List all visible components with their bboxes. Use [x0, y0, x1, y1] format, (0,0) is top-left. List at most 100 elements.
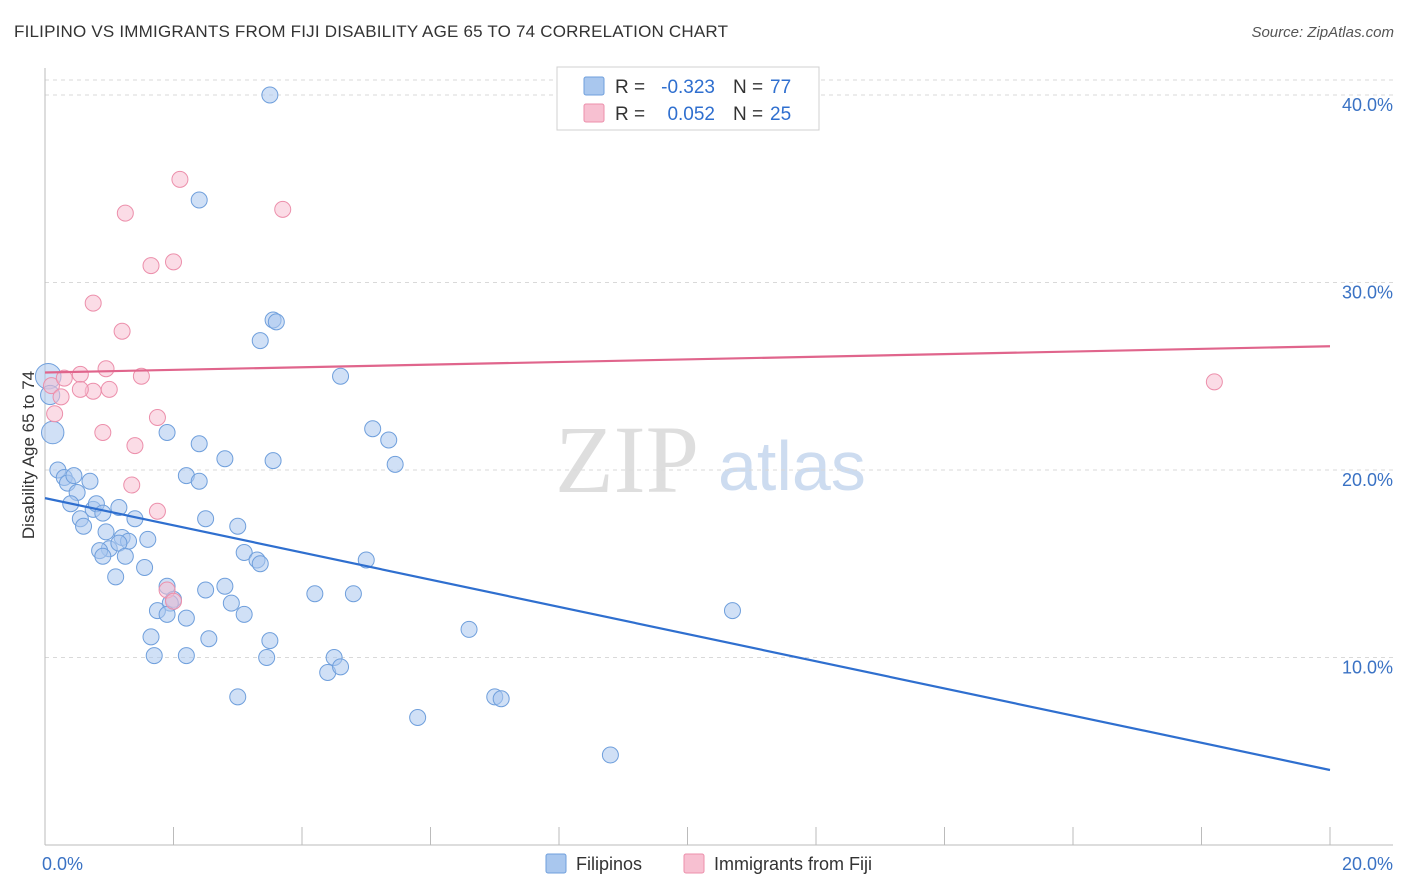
filipinos-point	[97, 523, 115, 541]
legend-n-value-2: 25	[770, 104, 791, 125]
filipinos-point	[229, 688, 247, 706]
filipinos-point	[200, 630, 218, 648]
filipinos-point	[139, 530, 157, 548]
filipinos-point	[94, 547, 112, 565]
filipinos-point	[251, 332, 269, 350]
bottom-legend-fiji: Immigrants from Fiji	[714, 854, 872, 874]
fiji-point	[42, 377, 60, 395]
watermark-atlas: atlas	[718, 427, 866, 505]
filipinos-point	[251, 555, 269, 573]
fiji-point	[100, 380, 118, 398]
filipinos-point	[723, 602, 741, 620]
legend-n-label-2: N =	[733, 104, 763, 125]
fiji-point	[123, 476, 141, 494]
fiji-point	[94, 424, 112, 441]
y-tick-label: 20.0%	[1342, 470, 1393, 490]
filipinos-point	[190, 191, 208, 209]
fiji-point	[148, 409, 166, 426]
filipinos-point	[258, 649, 276, 666]
filipinos-points	[34, 86, 741, 764]
fiji-point	[132, 367, 150, 385]
filipinos-point	[197, 581, 215, 599]
fiji-point	[46, 405, 64, 423]
legend-r-label-1: R =	[615, 77, 645, 98]
fiji-point	[165, 592, 182, 610]
fiji-point	[71, 380, 89, 398]
filipinos-point	[41, 420, 65, 445]
filipinos-point	[190, 472, 208, 490]
filipinos-point	[81, 472, 99, 490]
filipinos-trend-line	[44, 497, 1331, 772]
filipinos-point	[386, 455, 404, 473]
legend-r-value-1: -0.323	[661, 77, 715, 98]
legend-n-value-1: 77	[770, 77, 791, 98]
fiji-point	[165, 253, 182, 271]
fiji-point	[113, 322, 131, 340]
watermark-zip: ZIP	[555, 406, 699, 513]
legend-swatch-filipinos	[583, 76, 605, 96]
tick-labels: 10.0% 20.0% 30.0% 40.0% 0.0% 20.0%	[42, 95, 1393, 874]
y-tick-label: 30.0%	[1342, 283, 1393, 303]
legend-r-label-2: R =	[615, 104, 645, 125]
filipinos-point	[264, 452, 282, 470]
fiji-point	[71, 365, 89, 383]
filipinos-point	[306, 585, 324, 603]
fiji-point	[84, 294, 102, 312]
fiji-point	[1205, 373, 1223, 391]
y-axis-title: Disability Age 65 to 74	[19, 371, 38, 539]
filipinos-point	[177, 647, 195, 665]
filipinos-point	[235, 605, 253, 623]
filipinos-point	[332, 367, 350, 385]
fiji-point	[52, 388, 70, 406]
fiji-points	[42, 170, 1223, 610]
chart-title: FILIPINO VS IMMIGRANTS FROM FIJI DISABIL…	[14, 22, 729, 41]
filipinos-point	[110, 499, 128, 516]
filipinos-point	[145, 647, 163, 665]
stats-legend: R = -0.323 N = 77 R = 0.052 N = 25	[556, 66, 820, 131]
filipinos-point	[222, 594, 240, 612]
fiji-point	[116, 204, 134, 222]
bottom-swatch-fiji	[683, 853, 705, 874]
fiji-point	[274, 200, 292, 218]
y-tick-label: 40.0%	[1342, 95, 1393, 115]
bottom-legend-filipinos: Filipinos	[576, 854, 642, 874]
filipinos-point	[357, 551, 375, 569]
filipinos-point	[142, 628, 160, 646]
filipinos-point	[158, 424, 176, 441]
y-tick-label: 10.0%	[1342, 658, 1393, 678]
x-tick-label-min: 0.0%	[42, 854, 83, 874]
trend-lines	[44, 345, 1331, 772]
filipinos-point	[332, 658, 350, 676]
fiji-point	[126, 437, 144, 455]
filipinos-point	[344, 585, 362, 603]
filipinos-point	[409, 709, 427, 726]
x-tick-label-max: 20.0%	[1342, 854, 1393, 874]
filipinos-point	[261, 632, 279, 650]
filipinos-point	[601, 746, 619, 764]
filipinos-point	[267, 313, 285, 331]
filipinos-point	[116, 547, 134, 565]
legend-n-label-1: N =	[733, 77, 763, 98]
fiji-point	[148, 502, 166, 520]
filipinos-point	[216, 577, 234, 595]
axes	[44, 68, 1393, 846]
fiji-point	[171, 170, 189, 188]
fiji-point	[142, 257, 160, 275]
filipinos-point	[235, 544, 253, 561]
legend-swatch-fiji	[583, 103, 605, 123]
filipinos-point	[380, 431, 398, 449]
filipinos-point	[65, 467, 83, 485]
filipinos-point	[177, 609, 195, 627]
filipinos-point	[216, 450, 234, 468]
fiji-point	[97, 360, 115, 378]
legend-r-value-2: 0.052	[667, 104, 715, 125]
filipinos-point	[492, 690, 510, 708]
source-label: Source: ZipAtlas.com	[1251, 24, 1394, 41]
filipinos-point	[261, 86, 279, 104]
filipinos-point	[136, 559, 154, 576]
fiji-point	[55, 369, 73, 387]
bottom-swatch-filipinos	[545, 853, 567, 874]
filipinos-point	[190, 435, 208, 453]
filipinos-point	[94, 504, 112, 522]
